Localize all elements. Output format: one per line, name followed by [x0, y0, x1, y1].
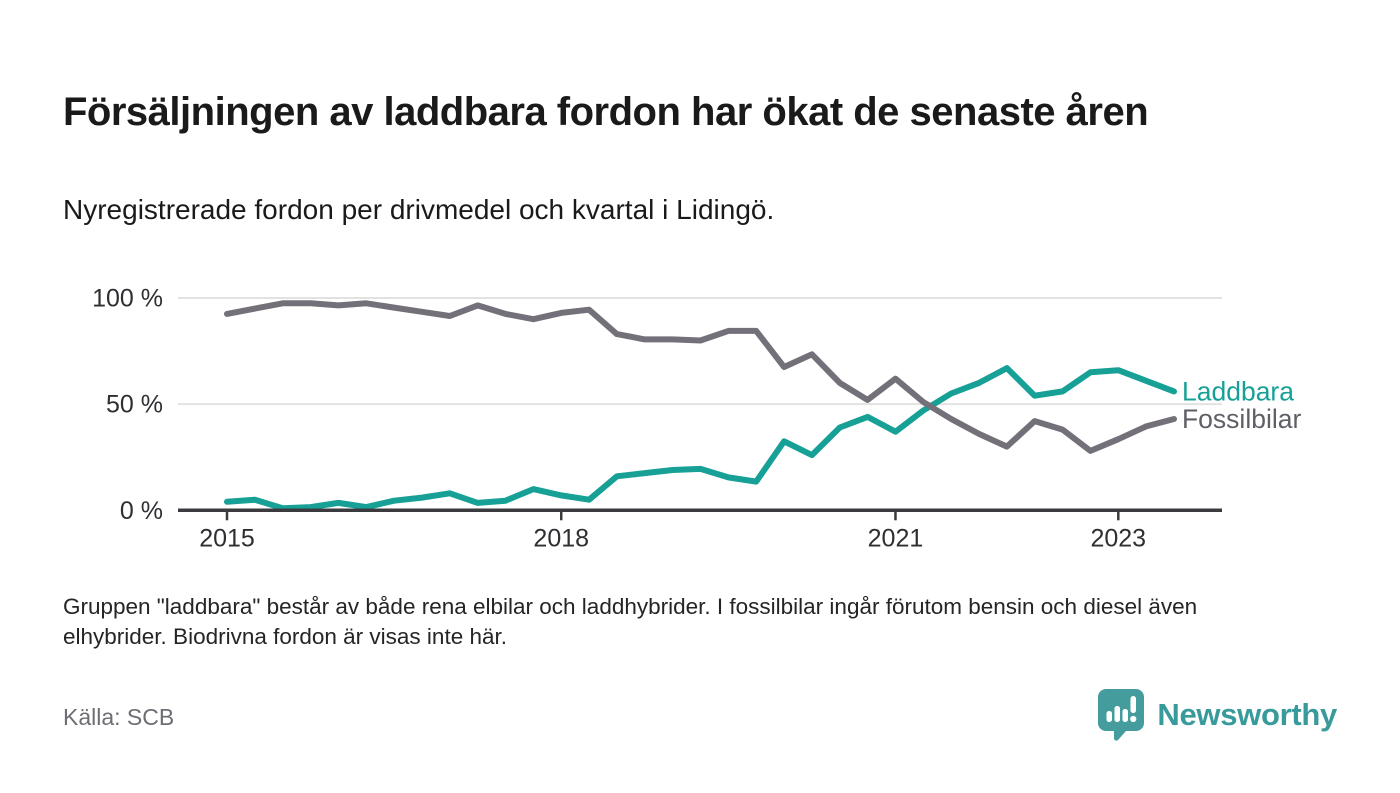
- newsworthy-logo-icon: [1098, 689, 1145, 741]
- x-tick-label-2015: 2015: [199, 524, 255, 552]
- x-tick-label-2023: 2023: [1090, 524, 1146, 552]
- brand-logo: Newsworthy: [1097, 688, 1337, 742]
- series-line-fossilbilar: [224, 300, 1177, 454]
- legend-label-fossilbilar: Fossilbilar: [1182, 404, 1301, 434]
- series-line-laddbara: [224, 365, 1177, 512]
- chart-series: [224, 300, 1177, 512]
- y-tick-label-0: 0 %: [120, 497, 163, 525]
- footnote-line-2: elhybrider. Biodrivna fordon är visas in…: [63, 623, 507, 649]
- footnote-line-1: Gruppen "laddbara" består av både rena e…: [63, 594, 1198, 619]
- line-chart: 0 % 50 % 100 % 2015 2018 2021 2023 LaddbaraFos…: [92, 285, 1301, 553]
- x-tick-label-2021: 2021: [868, 524, 924, 552]
- x-tick-label-2018: 2018: [533, 524, 589, 552]
- brand-wordmark: Newsworthy: [1157, 697, 1337, 732]
- source-label: Källa: SCB: [63, 704, 175, 730]
- chart-subtitle: Nyregistrerade fordon per drivmedel och …: [63, 194, 775, 225]
- x-axis: [178, 508, 1222, 521]
- chart-footnote: Gruppen "laddbara" består av både rena e…: [63, 592, 1363, 652]
- legend-label-laddbara: Laddbara: [1182, 376, 1294, 406]
- axis-labels: 0 % 50 % 100 % 2015 2018 2021 2023: [92, 285, 1146, 553]
- page-title: Försäljningen av laddbara fordon har öka…: [63, 89, 1149, 134]
- gridlines: [178, 297, 1222, 406]
- y-tick-label-50: 50 %: [106, 391, 163, 419]
- y-tick-label-100: 100 %: [92, 285, 163, 313]
